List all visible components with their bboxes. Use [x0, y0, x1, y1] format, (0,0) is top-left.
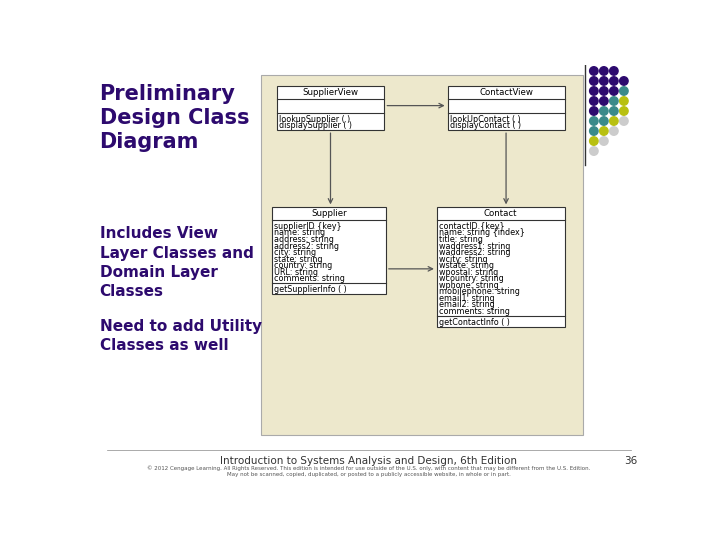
Circle shape [590, 67, 598, 75]
Circle shape [590, 87, 598, 95]
Text: wphone: string: wphone: string [439, 281, 499, 290]
Circle shape [600, 137, 608, 145]
Circle shape [620, 117, 628, 125]
Text: comments: string: comments: string [274, 274, 345, 284]
Text: displaySupplier ( ): displaySupplier ( ) [279, 122, 352, 130]
Text: wstate: string: wstate: string [439, 261, 494, 270]
Text: 36: 36 [624, 456, 637, 466]
Circle shape [610, 67, 618, 75]
Text: title: string: title: string [439, 235, 483, 244]
Text: wpostal: string: wpostal: string [439, 268, 498, 276]
Circle shape [590, 127, 598, 135]
Circle shape [620, 77, 628, 85]
Text: country: string: country: string [274, 261, 333, 270]
Text: city: string: city: string [274, 248, 316, 257]
Text: address: string: address: string [274, 235, 334, 244]
Circle shape [620, 97, 628, 105]
Circle shape [620, 107, 628, 115]
Circle shape [600, 97, 608, 105]
Bar [437, 207, 564, 327]
Circle shape [610, 97, 618, 105]
Text: getContactInfo ( ): getContactInfo ( ) [439, 318, 510, 327]
Text: wcity: string: wcity: string [439, 254, 487, 264]
Text: Supplier: Supplier [311, 209, 347, 218]
Text: SupplierView: SupplierView [302, 88, 359, 97]
Bar [448, 86, 564, 130]
Text: comments: string: comments: string [439, 307, 510, 316]
Circle shape [610, 117, 618, 125]
Text: displayContact ( ): displayContact ( ) [450, 122, 521, 130]
Text: Introduction to Systems Analysis and Design, 6th Edition: Introduction to Systems Analysis and Des… [220, 456, 518, 466]
Circle shape [590, 137, 598, 145]
Text: Preliminary
Design Class
Diagram: Preliminary Design Class Diagram [99, 84, 249, 152]
Text: getSupplierInfo ( ): getSupplierInfo ( ) [274, 286, 347, 294]
Text: © 2012 Cengage Learning. All Rights Reserved. This edition is intended for use o: © 2012 Cengage Learning. All Rights Rese… [148, 465, 590, 477]
Text: waddress1: string: waddress1: string [439, 241, 510, 251]
Circle shape [600, 127, 608, 135]
Circle shape [610, 77, 618, 85]
Text: waddress2: string: waddress2: string [439, 248, 510, 257]
Text: lookupSupplier ( ): lookupSupplier ( ) [279, 115, 350, 124]
Circle shape [610, 127, 618, 135]
Text: contactID {key}: contactID {key} [439, 222, 505, 231]
Text: state: string: state: string [274, 254, 323, 264]
Circle shape [600, 107, 608, 115]
Text: supplierID {key}: supplierID {key} [274, 222, 342, 231]
Circle shape [610, 87, 618, 95]
Bar [272, 207, 386, 294]
Bar [261, 75, 583, 435]
Text: Includes View
Layer Classes and
Domain Layer
Classes: Includes View Layer Classes and Domain L… [99, 226, 253, 299]
Text: address2: string: address2: string [274, 241, 339, 251]
Circle shape [610, 107, 618, 115]
Text: lookUpContact ( ): lookUpContact ( ) [450, 115, 521, 124]
Circle shape [590, 77, 598, 85]
Text: Contact: Contact [484, 209, 518, 218]
Text: email1: string: email1: string [439, 294, 495, 303]
Circle shape [600, 117, 608, 125]
Text: URL: string: URL: string [274, 268, 318, 276]
Text: name: string {index}: name: string {index} [439, 228, 525, 238]
Text: name: string: name: string [274, 228, 325, 238]
Text: ContactView: ContactView [479, 88, 533, 97]
Circle shape [600, 87, 608, 95]
Text: email2: string: email2: string [439, 300, 495, 309]
Text: mobilephone: string: mobilephone: string [439, 287, 520, 296]
Circle shape [620, 87, 628, 95]
Circle shape [590, 117, 598, 125]
Bar [276, 86, 384, 130]
Circle shape [590, 147, 598, 156]
Circle shape [600, 67, 608, 75]
Circle shape [590, 97, 598, 105]
Text: Need to add Utility
Classes as well: Need to add Utility Classes as well [99, 319, 261, 353]
Circle shape [590, 107, 598, 115]
Circle shape [600, 77, 608, 85]
Text: wcountry: string: wcountry: string [439, 274, 504, 284]
